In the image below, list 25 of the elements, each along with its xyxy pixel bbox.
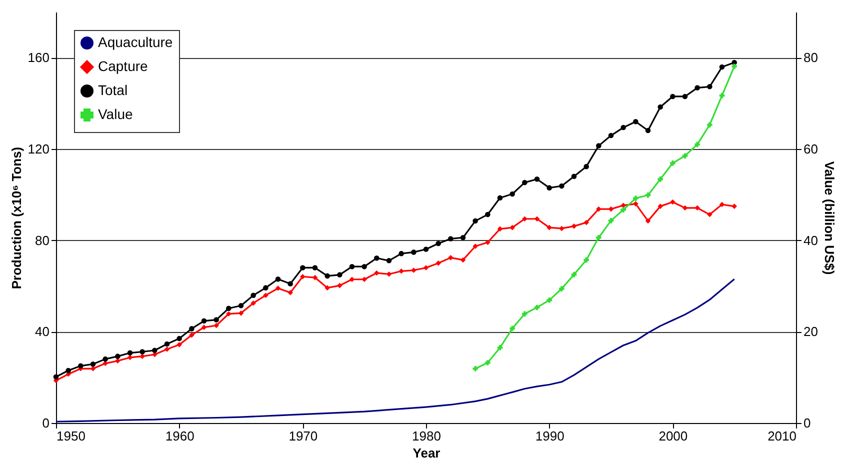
y2-tick-label: 40 (804, 232, 818, 248)
y-axis-title: Production (x10⁶ Tons) (8, 146, 24, 290)
legend-label: Total (98, 82, 128, 98)
y2-tick-label: 60 (804, 142, 818, 156)
x-tick-label: 1970 (288, 428, 318, 444)
legend-label: Value (98, 106, 133, 122)
x-tick-label: 1980 (412, 428, 441, 444)
y-tick-label: 40 (35, 324, 50, 340)
y-tick-label: 80 (35, 232, 50, 248)
y-tick-label: 120 (28, 142, 50, 156)
y2-axis-title: Value (billion US$) (822, 161, 837, 275)
x-tick-label: 2010 (768, 428, 796, 444)
x-axis-title: Year (412, 446, 440, 460)
y-tick-label: 160 (28, 50, 50, 66)
legend-label: Capture (98, 58, 148, 74)
y-tick-label: 0 (42, 416, 50, 430)
line-series (55, 278, 736, 422)
x-tick-label: 1950 (56, 428, 86, 444)
x-tick-label: 1960 (165, 428, 194, 444)
x-tick-label: 2000 (658, 428, 688, 444)
y2-tick-label: 80 (804, 50, 818, 66)
y2-tick-label: 20 (804, 324, 818, 340)
y2-tick-label: 0 (804, 416, 811, 430)
legend-label: Aquaculture (98, 34, 173, 50)
x-tick-label: 1990 (535, 428, 564, 444)
